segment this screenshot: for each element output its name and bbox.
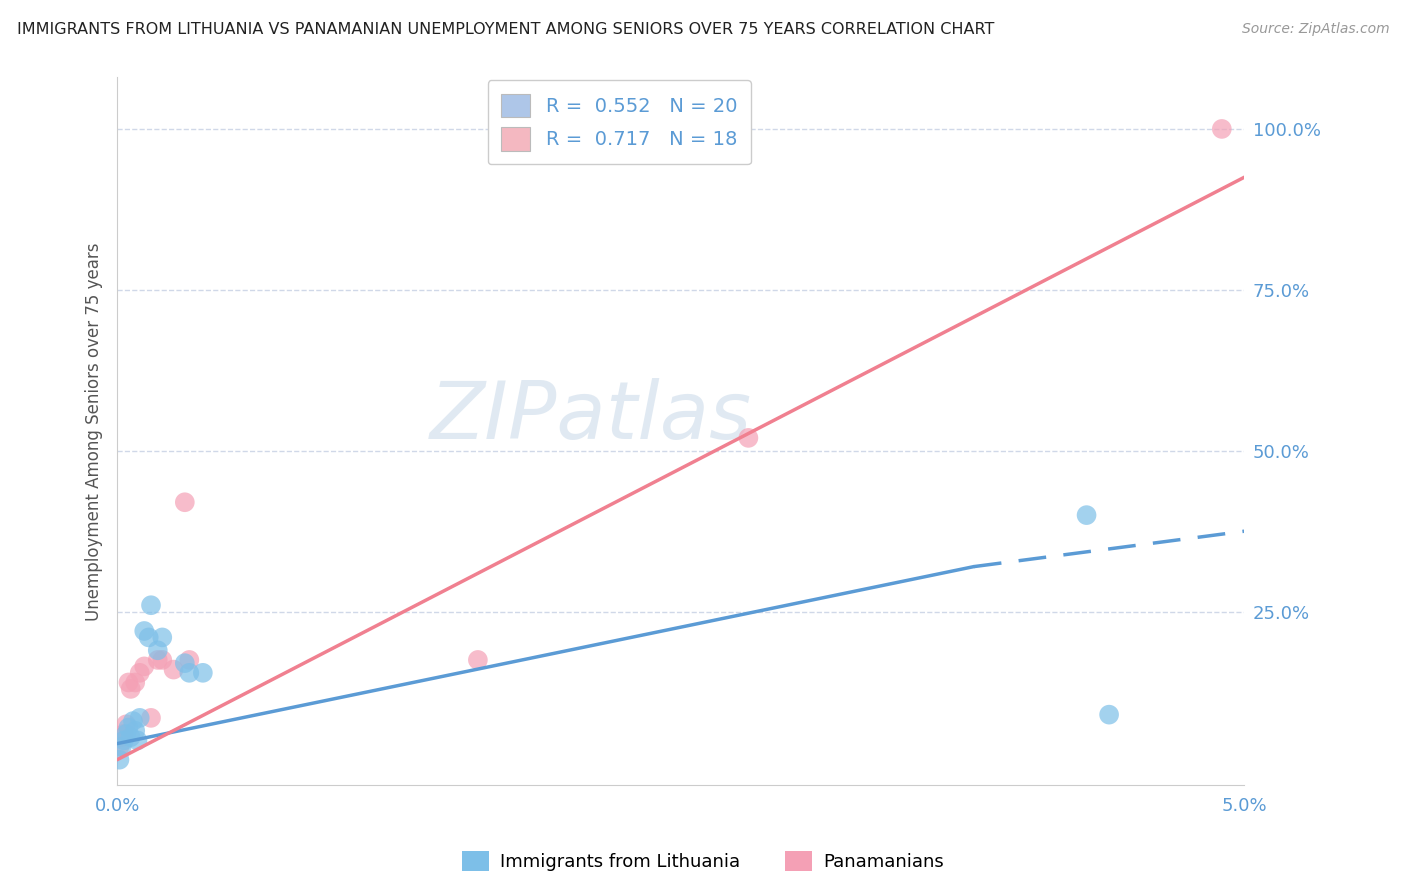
Point bbox=[117, 721, 139, 735]
Y-axis label: Unemployment Among Seniors over 75 years: Unemployment Among Seniors over 75 years bbox=[86, 243, 103, 621]
Point bbox=[127, 733, 149, 747]
Point bbox=[112, 733, 135, 747]
Point bbox=[134, 624, 156, 638]
Point bbox=[150, 631, 173, 645]
Point bbox=[138, 631, 160, 645]
Point bbox=[111, 730, 134, 744]
Point bbox=[1076, 508, 1098, 522]
Point bbox=[108, 753, 131, 767]
Point bbox=[108, 739, 131, 754]
Point bbox=[1098, 707, 1121, 722]
Legend: R =  0.552   N = 20, R =  0.717   N = 18: R = 0.552 N = 20, R = 0.717 N = 18 bbox=[488, 80, 751, 164]
Point bbox=[117, 675, 139, 690]
Point bbox=[134, 659, 156, 673]
Point bbox=[111, 739, 134, 754]
Point bbox=[191, 665, 214, 680]
Point bbox=[737, 431, 759, 445]
Point bbox=[179, 665, 201, 680]
Point bbox=[173, 495, 195, 509]
Point bbox=[467, 653, 489, 667]
Point bbox=[122, 714, 145, 728]
Point bbox=[115, 717, 138, 731]
Point bbox=[139, 711, 162, 725]
Point bbox=[128, 665, 150, 680]
Text: Source: ZipAtlas.com: Source: ZipAtlas.com bbox=[1241, 22, 1389, 37]
Point bbox=[1211, 122, 1233, 136]
Point bbox=[146, 643, 169, 657]
Point bbox=[120, 681, 142, 696]
Point bbox=[179, 653, 201, 667]
Point bbox=[112, 727, 135, 741]
Point bbox=[139, 599, 162, 613]
Point bbox=[120, 730, 142, 744]
Point bbox=[124, 723, 146, 738]
Point bbox=[162, 663, 184, 677]
Point bbox=[128, 711, 150, 725]
Legend: Immigrants from Lithuania, Panamanians: Immigrants from Lithuania, Panamanians bbox=[456, 844, 950, 879]
Point bbox=[173, 656, 195, 670]
Point bbox=[150, 653, 173, 667]
Text: ZIPatlas: ZIPatlas bbox=[430, 378, 752, 457]
Point bbox=[146, 653, 169, 667]
Point bbox=[124, 675, 146, 690]
Text: IMMIGRANTS FROM LITHUANIA VS PANAMANIAN UNEMPLOYMENT AMONG SENIORS OVER 75 YEARS: IMMIGRANTS FROM LITHUANIA VS PANAMANIAN … bbox=[17, 22, 994, 37]
Point bbox=[115, 727, 138, 741]
